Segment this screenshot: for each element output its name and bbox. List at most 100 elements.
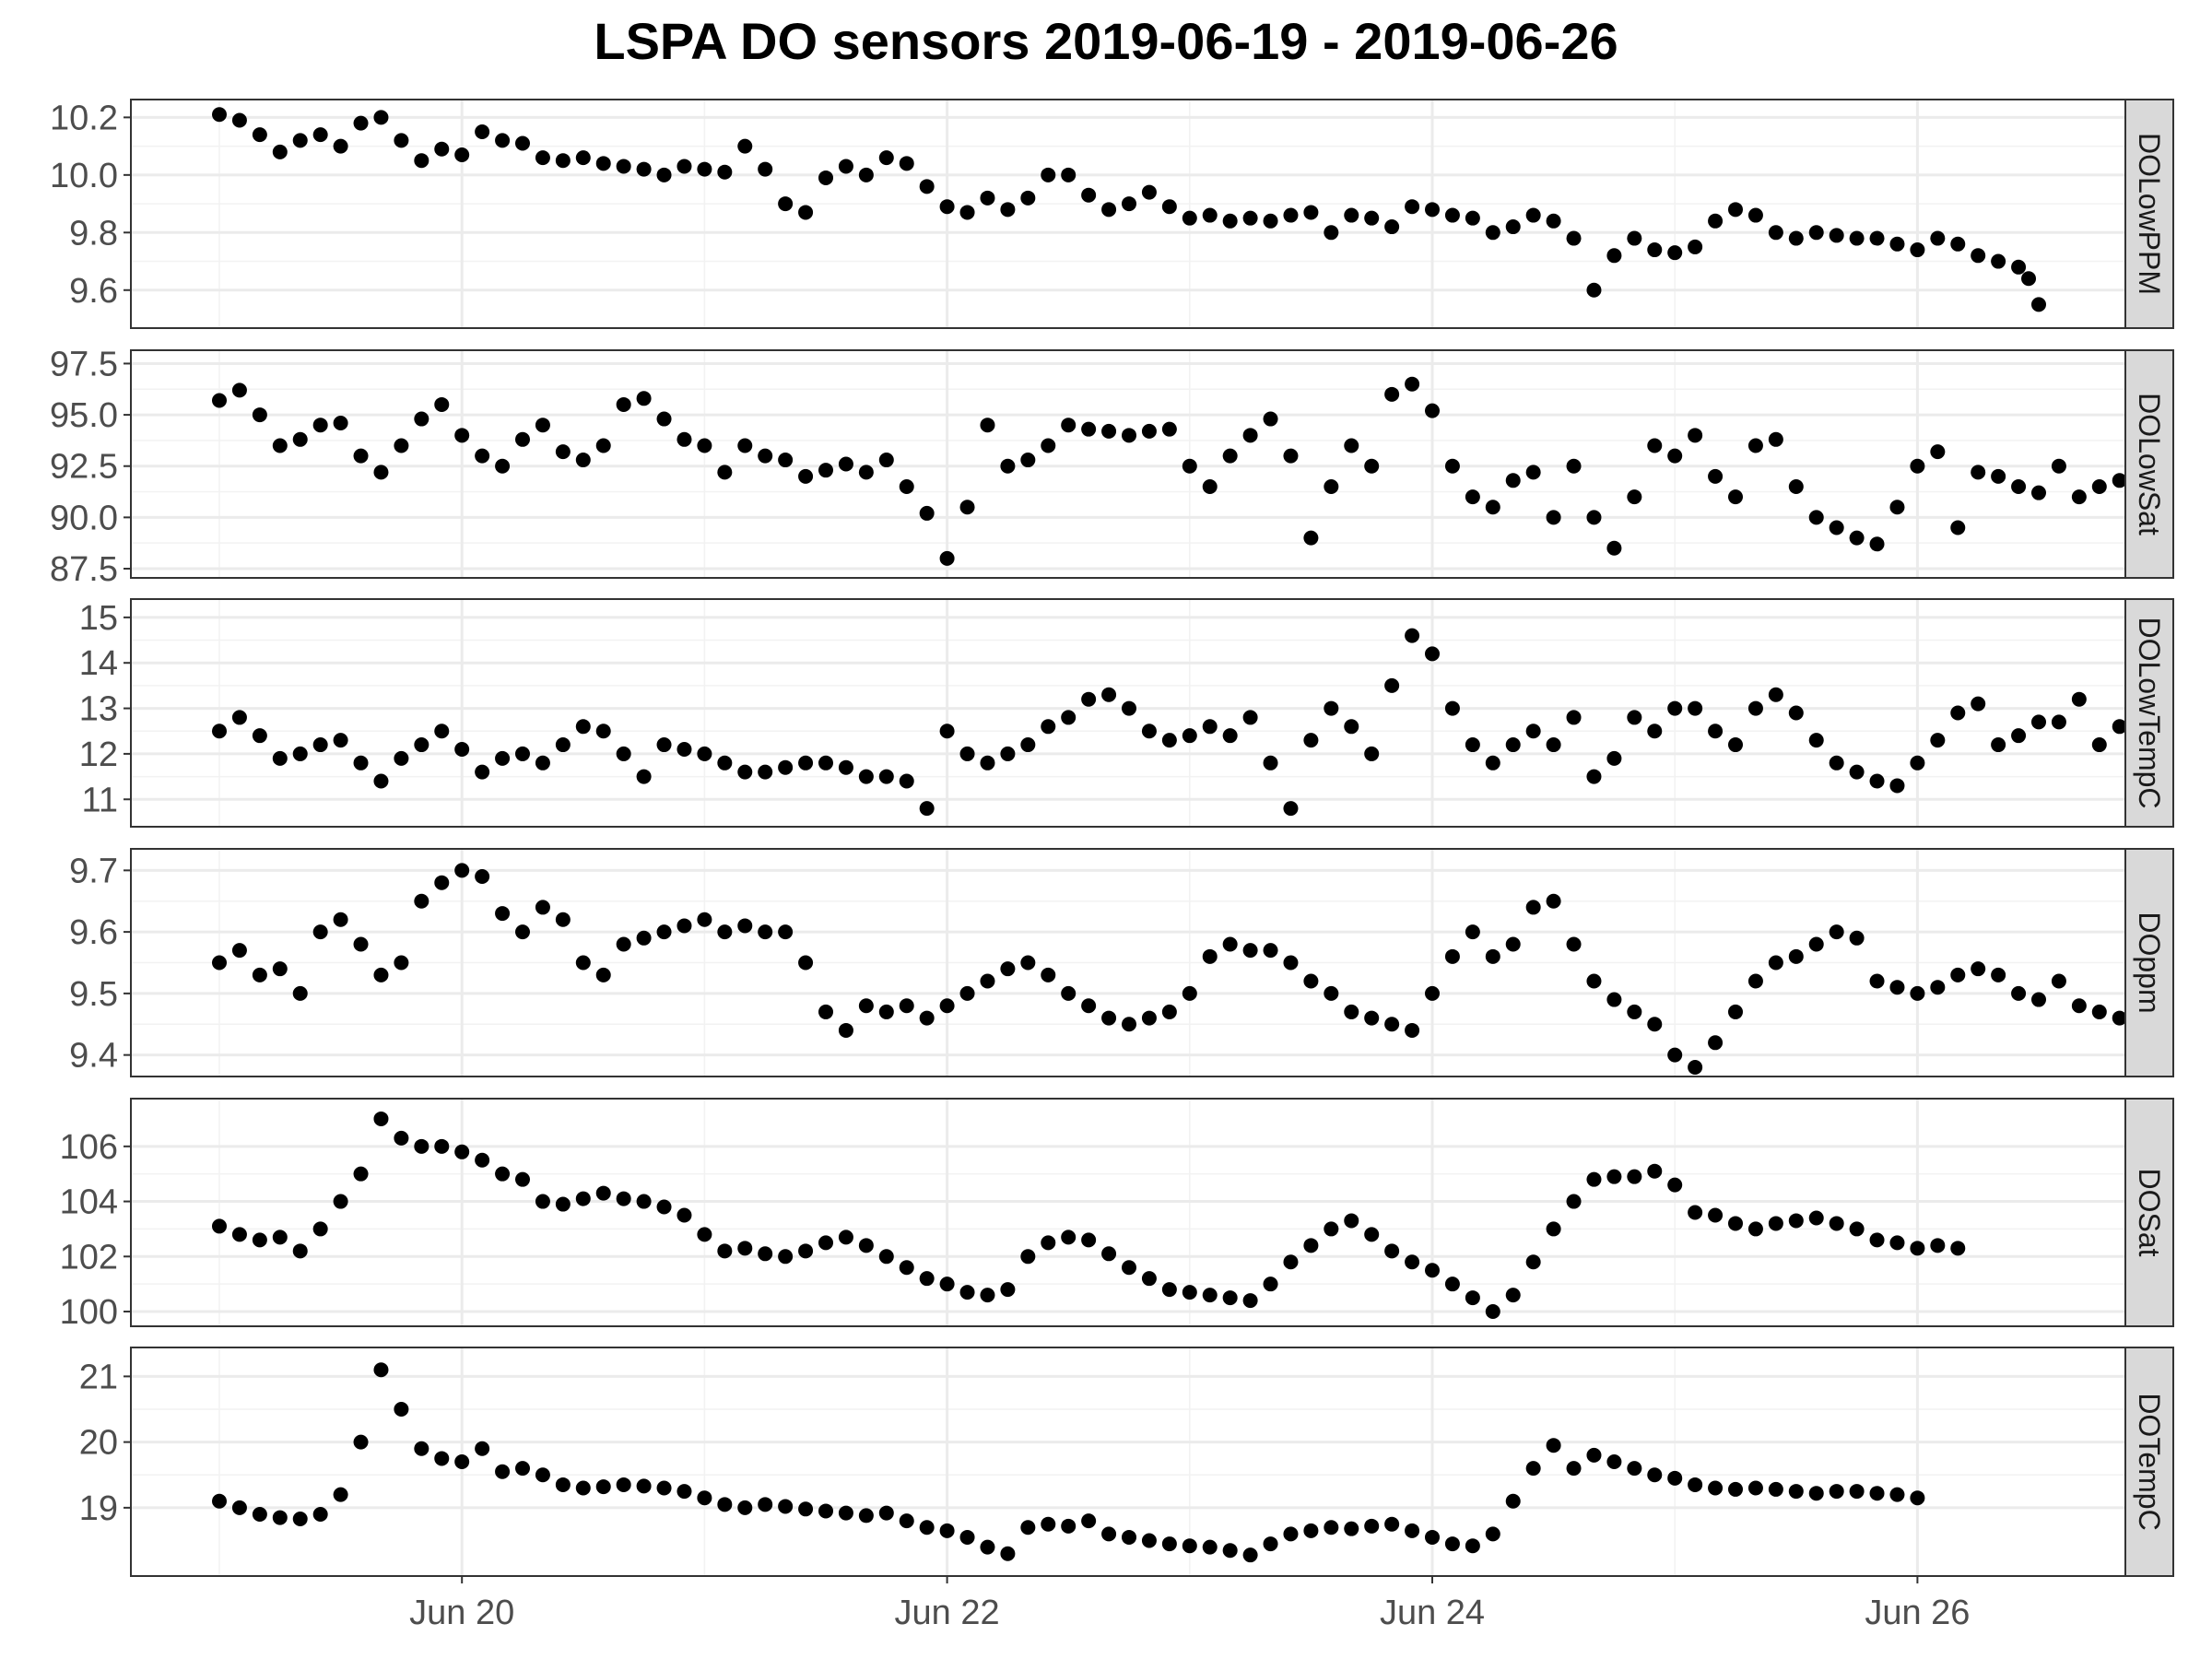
data-point xyxy=(2071,691,2087,707)
data-point xyxy=(1708,468,1724,484)
data-point xyxy=(636,391,652,406)
data-point xyxy=(1283,448,1299,464)
data-point xyxy=(1364,1010,1380,1026)
data-point xyxy=(959,746,975,761)
data-point xyxy=(1586,282,1602,298)
y-tick-label: 90.0 xyxy=(50,499,118,537)
data-point xyxy=(1930,733,1946,748)
data-point xyxy=(454,1454,470,1469)
data-point xyxy=(717,924,733,940)
data-point xyxy=(2091,1004,2107,1019)
data-point xyxy=(292,431,308,447)
data-point xyxy=(373,967,389,982)
data-point xyxy=(1606,248,1622,264)
data-point xyxy=(980,190,995,206)
data-point xyxy=(2011,259,2027,275)
data-point xyxy=(1101,423,1117,439)
data-point xyxy=(1889,1235,1905,1251)
data-point xyxy=(515,1461,530,1477)
data-point xyxy=(878,150,894,166)
data-point xyxy=(818,755,833,771)
data-point xyxy=(1788,478,1804,494)
panel-background xyxy=(131,1099,2125,1326)
data-point xyxy=(1667,1177,1683,1193)
data-point xyxy=(1141,1010,1157,1026)
data-point xyxy=(1546,1438,1561,1453)
data-point xyxy=(1747,1480,1763,1496)
data-point xyxy=(778,759,794,775)
data-point xyxy=(1950,1241,1966,1256)
data-point xyxy=(959,1285,975,1300)
data-point xyxy=(475,1152,490,1168)
data-point xyxy=(1525,207,1541,223)
data-point xyxy=(1425,646,1440,662)
data-point xyxy=(1606,992,1622,1007)
data-point xyxy=(1485,1304,1500,1320)
data-point xyxy=(394,438,409,453)
data-point xyxy=(858,167,874,182)
data-point xyxy=(231,112,247,128)
data-point xyxy=(1869,1486,1885,1501)
data-point xyxy=(1081,998,1097,1014)
data-point xyxy=(1991,253,2006,269)
data-point xyxy=(1425,202,1440,218)
data-point xyxy=(919,1010,935,1026)
data-point xyxy=(1222,728,1238,744)
data-point xyxy=(2011,985,2027,1001)
data-point xyxy=(1667,1470,1683,1486)
y-tick-label: 9.8 xyxy=(69,214,118,253)
data-point xyxy=(2051,458,2066,474)
data-point xyxy=(1566,1461,1582,1477)
data-point xyxy=(475,448,490,464)
data-point xyxy=(1242,210,1258,226)
data-point xyxy=(697,161,712,177)
data-point xyxy=(1081,691,1097,707)
data-point xyxy=(1869,536,1885,552)
data-point xyxy=(1485,500,1500,515)
data-point xyxy=(495,1464,511,1479)
data-point xyxy=(333,733,348,748)
data-point xyxy=(1444,1536,1460,1552)
data-point xyxy=(1505,1493,1521,1509)
data-point xyxy=(1747,700,1763,716)
data-point xyxy=(1041,438,1056,453)
data-point xyxy=(1667,1047,1683,1063)
data-point xyxy=(231,382,247,398)
data-point xyxy=(1061,1230,1077,1245)
data-point xyxy=(1161,1536,1177,1552)
data-point xyxy=(1869,973,1885,989)
facet-strip-label: DOLowTempC xyxy=(2133,617,2166,808)
facet-strip xyxy=(2124,1347,2174,1577)
data-point xyxy=(656,1480,672,1496)
data-point xyxy=(1910,755,1925,771)
data-point xyxy=(1546,1221,1561,1237)
data-point xyxy=(1041,1235,1056,1251)
data-point xyxy=(475,1441,490,1456)
data-point xyxy=(1061,418,1077,433)
data-point xyxy=(1829,520,1844,535)
data-point xyxy=(2071,998,2087,1014)
data-point xyxy=(1647,724,1663,739)
data-point xyxy=(252,1232,267,1248)
data-point xyxy=(2031,485,2046,500)
data-point xyxy=(1242,1293,1258,1309)
data-point xyxy=(535,150,550,166)
data-point xyxy=(677,1207,692,1223)
data-point xyxy=(1688,239,1703,254)
data-point xyxy=(636,1194,652,1209)
data-point xyxy=(1546,510,1561,525)
data-point xyxy=(231,710,247,725)
data-point xyxy=(231,1227,247,1242)
data-point xyxy=(575,1480,591,1496)
data-point xyxy=(1364,1227,1380,1242)
data-point xyxy=(1101,1010,1117,1026)
data-point xyxy=(758,1246,773,1262)
data-point xyxy=(1586,1171,1602,1187)
data-point xyxy=(1971,465,1986,480)
data-point xyxy=(717,465,733,480)
data-point xyxy=(394,955,409,971)
data-point xyxy=(1606,750,1622,766)
data-point xyxy=(939,550,955,566)
data-point xyxy=(2031,714,2046,730)
data-point xyxy=(1122,196,1136,212)
